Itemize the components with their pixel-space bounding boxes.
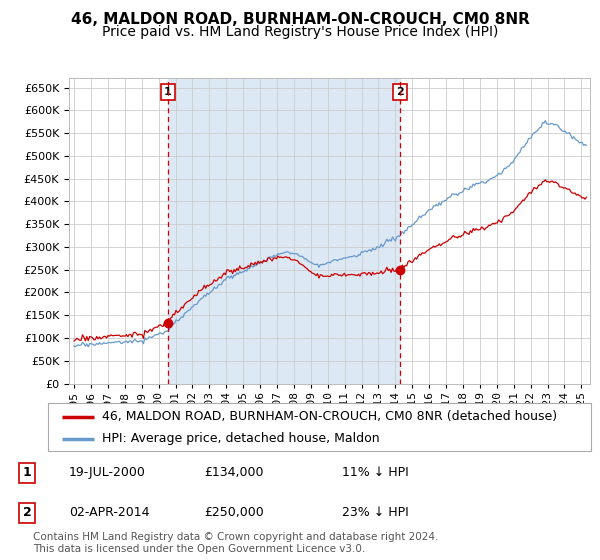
Text: 1: 1	[164, 87, 172, 97]
Text: £250,000: £250,000	[204, 506, 264, 519]
Text: 2: 2	[395, 87, 403, 97]
Text: 11% ↓ HPI: 11% ↓ HPI	[342, 466, 409, 479]
Text: £134,000: £134,000	[204, 466, 263, 479]
Text: 46, MALDON ROAD, BURNHAM-ON-CROUCH, CM0 8NR: 46, MALDON ROAD, BURNHAM-ON-CROUCH, CM0 …	[71, 12, 529, 27]
Text: 2: 2	[23, 506, 31, 519]
Text: 23% ↓ HPI: 23% ↓ HPI	[342, 506, 409, 519]
Text: Price paid vs. HM Land Registry's House Price Index (HPI): Price paid vs. HM Land Registry's House …	[102, 25, 498, 39]
Text: 19-JUL-2000: 19-JUL-2000	[69, 466, 146, 479]
Text: HPI: Average price, detached house, Maldon: HPI: Average price, detached house, Mald…	[103, 432, 380, 445]
Text: Contains HM Land Registry data © Crown copyright and database right 2024.: Contains HM Land Registry data © Crown c…	[33, 532, 439, 542]
Text: 02-APR-2014: 02-APR-2014	[69, 506, 149, 519]
Text: 46, MALDON ROAD, BURNHAM-ON-CROUCH, CM0 8NR (detached house): 46, MALDON ROAD, BURNHAM-ON-CROUCH, CM0 …	[103, 410, 557, 423]
Text: This data is licensed under the Open Government Licence v3.0.: This data is licensed under the Open Gov…	[33, 544, 365, 554]
Text: 1: 1	[23, 466, 31, 479]
Bar	[168, 78, 400, 384]
